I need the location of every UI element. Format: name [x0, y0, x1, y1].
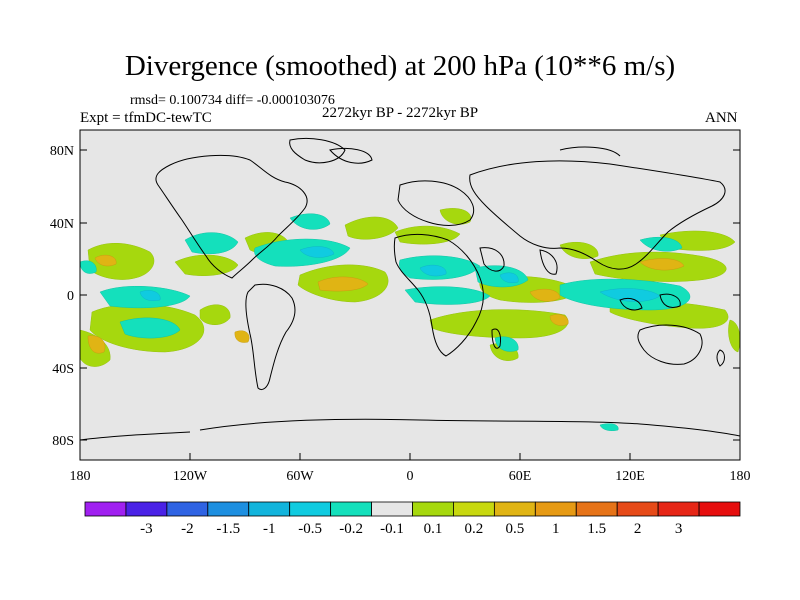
- experiment-label: Expt = tfmDC-tewTC: [80, 110, 212, 126]
- colorbar-swatch: [84, 501, 127, 517]
- colorbar-swatch: [289, 501, 332, 517]
- longitude-labels: 180 120W 60W 0 60E 120E 180: [70, 469, 751, 484]
- lon-label: 180: [730, 469, 751, 484]
- longitude-axis: [79, 453, 741, 460]
- colorbar-label: 1: [552, 521, 560, 537]
- lat-label: 40N: [50, 217, 74, 232]
- stats-text: rmsd= 0.100734 diff= -0.000103076: [130, 93, 335, 108]
- colorbar-label: -0.2: [339, 521, 363, 537]
- colorbar-labels: -3 -2 -1.5 -1 -0.5 -0.2 -0.1 0.1 0.2 0.5 1 1.5 2 3: [140, 521, 682, 537]
- colorbar-label: 0.5: [505, 521, 524, 537]
- strong-positive-regions: [87, 254, 685, 354]
- lat-label: 40S: [52, 362, 74, 377]
- lon-label: 120W: [173, 469, 208, 484]
- colorbar-label: -0.5: [298, 521, 322, 537]
- lon-label: 0: [407, 469, 414, 484]
- colorbar-swatch: [616, 501, 659, 517]
- latitude-labels: 80N 40N 0 40S 80S: [50, 144, 74, 449]
- lat-label: 80S: [52, 434, 74, 449]
- colorbar-label: -3: [140, 521, 153, 537]
- colorbar-swatch: [207, 501, 250, 517]
- colorbar-swatch: [657, 501, 700, 517]
- colorbar-swatch: [125, 501, 168, 517]
- colorbar-label: 0.1: [424, 521, 443, 537]
- colorbar-swatch: [412, 501, 454, 517]
- colorbar-swatch: [330, 501, 372, 517]
- colorbar-swatch: [534, 501, 577, 517]
- colorbar-label: 3: [675, 521, 683, 537]
- lat-label: 80N: [50, 144, 74, 159]
- lat-label: 0: [67, 289, 74, 304]
- colorbar-swatch: [371, 501, 413, 517]
- colorbar-label: -1: [263, 521, 276, 537]
- colorbar-label: 0.2: [465, 521, 484, 537]
- colorbar-label: -0.1: [380, 521, 404, 537]
- lon-label: 60E: [509, 469, 532, 484]
- latitude-axis: [80, 149, 740, 441]
- lon-label: 180: [70, 469, 91, 484]
- lon-label: 60W: [286, 469, 314, 484]
- period-label: 2272kyr BP - 2272kyr BP: [322, 105, 479, 121]
- positive-divergence-regions: [80, 208, 740, 367]
- colorbar-swatch: [166, 501, 209, 517]
- colorbar-label: -2: [181, 521, 194, 537]
- colorbar-label: -1.5: [216, 521, 240, 537]
- colorbar-swatch: [698, 501, 741, 517]
- colorbar-swatch: [575, 501, 618, 517]
- lon-label: 120E: [615, 469, 645, 484]
- colorbar-swatch: [493, 501, 536, 517]
- plot-title: Divergence (smoothed) at 200 hPa (10**6 …: [124, 50, 676, 82]
- strong-negative-regions: [139, 246, 661, 302]
- coastlines: [80, 137, 740, 441]
- season-label: ANN: [705, 110, 738, 126]
- colorbar-label: 1.5: [587, 521, 606, 537]
- colorbar-label: 2: [634, 521, 642, 537]
- colorbar-swatch: [248, 501, 291, 517]
- colorbar-swatch: [453, 501, 495, 517]
- divergence-field: [80, 137, 740, 441]
- colorbar: [84, 501, 741, 517]
